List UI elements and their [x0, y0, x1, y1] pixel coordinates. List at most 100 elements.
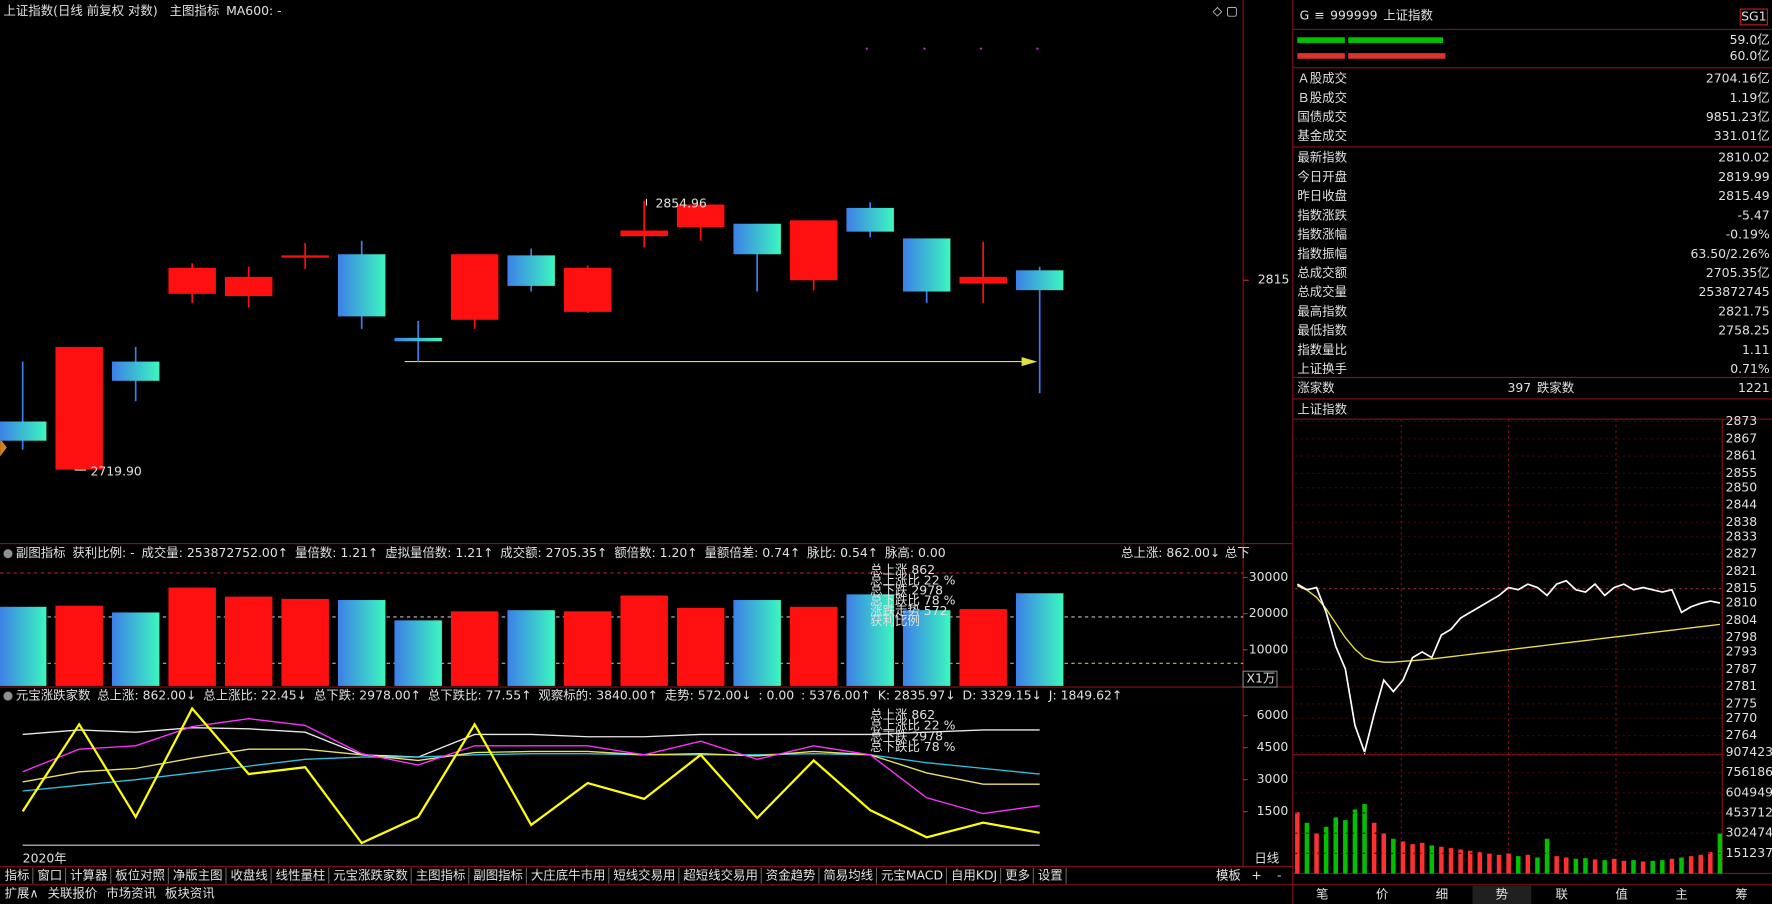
toolbar-tab[interactable]: 元宝MACD: [881, 867, 943, 882]
toolbar-tab[interactable]: 简易均线: [823, 867, 873, 882]
side-tab[interactable]: 势: [1496, 886, 1508, 901]
name: 上证指数: [1383, 7, 1433, 22]
toolbar-tab[interactable]: 超短线交易用: [683, 867, 758, 882]
down-count: 1221: [1738, 380, 1770, 395]
menu[interactable]: ≡: [1314, 7, 1324, 22]
volume-bar: [1612, 858, 1617, 874]
y-tick-label: 2821: [1726, 563, 1758, 578]
header-item: 元宝涨跌家数: [16, 688, 91, 703]
bar-label: 60.0亿: [1730, 48, 1770, 63]
toolbar-tab[interactable]: 窗口: [37, 867, 62, 882]
side-tab[interactable]: 筹: [1735, 886, 1747, 901]
bottom-tab[interactable]: 关联报价: [48, 885, 98, 900]
toolbar-button[interactable]: -: [1277, 867, 1281, 882]
candle-body: [450, 254, 499, 320]
side-tab[interactable]: 主: [1675, 886, 1687, 901]
volume-bar: [789, 606, 838, 686]
volume-bar: [1506, 853, 1511, 874]
toolbar-tab[interactable]: 自用KDJ: [951, 867, 997, 882]
header-item: 量额倍差: 0.74↑: [705, 545, 801, 560]
volume-bar: [1477, 852, 1483, 874]
volume-bar: [1621, 860, 1627, 874]
row-value: 253872745: [1699, 284, 1770, 299]
toolbar-tab[interactable]: 短线交易用: [613, 867, 675, 882]
y-tick-label: 604949: [1726, 784, 1772, 799]
volume-bar: [1352, 809, 1358, 874]
toolbar-tab[interactable]: 收盘线: [230, 867, 267, 882]
toolbar-tab[interactable]: 净版主图: [173, 867, 223, 882]
header-item: 脉高: 0.00: [885, 545, 946, 560]
header-item: 总上涨: 862.00↓: [1121, 545, 1220, 560]
toolbar-tab[interactable]: 副图指标: [473, 867, 523, 882]
badge: SG1: [1741, 8, 1766, 23]
side-tab[interactable]: 笔: [1316, 886, 1328, 901]
row-value: 2821.75: [1718, 303, 1769, 318]
overlay-label: 总上涨比 22 %: [870, 718, 955, 733]
candle-body: [846, 207, 894, 232]
y-tick-label: 2844: [1726, 497, 1758, 512]
toolbar-tab[interactable]: 线性量柱: [276, 867, 326, 882]
header-item: 虚拟量倍数: 1.21↑: [385, 545, 493, 560]
volume-bar: [1487, 853, 1492, 874]
row-label: 今日开盘: [1297, 169, 1347, 184]
toolbar-button[interactable]: +: [1251, 867, 1261, 882]
y-tick-label: 2775: [1726, 695, 1758, 710]
side-tab[interactable]: 联: [1556, 886, 1568, 901]
bottom-tab[interactable]: 板块资讯: [165, 885, 215, 900]
bottom-tab[interactable]: 扩展∧: [5, 885, 39, 900]
toolbar-tab[interactable]: 设置: [1038, 867, 1063, 882]
side-tab[interactable]: 价: [1376, 886, 1389, 901]
candle-body: [789, 220, 838, 281]
y-tick-label: 2810: [1726, 595, 1758, 610]
active-tab-bg: [1472, 885, 1532, 904]
row-value: 1.19亿: [1730, 90, 1770, 105]
bottom-tab[interactable]: 市场资讯: [106, 885, 156, 900]
y-tick-label: 2855: [1726, 465, 1758, 480]
toolbar-tab[interactable]: 指标: [5, 867, 30, 882]
volume-bar: [1362, 804, 1367, 874]
low-label: 2719.90: [90, 463, 141, 478]
toolbar-tab[interactable]: 计算器: [70, 867, 108, 882]
side-tab[interactable]: 值: [1615, 886, 1627, 901]
row-value: 331.01亿: [1714, 128, 1770, 143]
row-label: 指数振幅: [1297, 246, 1347, 261]
row-label: 昨日收盘: [1297, 188, 1347, 203]
candle-body: [337, 254, 386, 317]
toolbar-button[interactable]: 模板: [1216, 867, 1241, 882]
overlay-label: 涨跌走势 572: [870, 603, 947, 618]
row-value: 2704.16亿: [1706, 71, 1770, 86]
volume-bar: [1295, 812, 1300, 874]
indicator-label[interactable]: 主图指标: [170, 3, 220, 18]
row-value: 2705.35亿: [1706, 265, 1770, 280]
toolbar-tab[interactable]: 资金趋势: [766, 867, 816, 882]
volume-bar: [1698, 854, 1703, 874]
toolbar-tab[interactable]: 主图指标: [416, 867, 466, 882]
row-value: 9851.23亿: [1706, 109, 1770, 124]
unit-label: X1万: [1246, 671, 1275, 686]
toolbar-tab[interactable]: 板位对照: [115, 867, 165, 882]
volume-bar: [959, 609, 1007, 686]
y-tick-label: 2793: [1726, 644, 1758, 659]
volume-bar: [1333, 817, 1338, 874]
toolbar-tab[interactable]: 更多: [1005, 867, 1030, 882]
candle-body: [1015, 270, 1064, 291]
volume-bar: [1314, 833, 1319, 874]
toolbar-tab[interactable]: 大庄底牛市用: [531, 867, 606, 882]
header-item: 量倍数: 1.21↑: [295, 545, 378, 560]
year-label: 2020年: [23, 850, 67, 865]
volume-bar: [1458, 849, 1463, 874]
period-label: 日线: [1254, 850, 1279, 865]
volume-bar: [1391, 838, 1396, 874]
volume-bar: [1544, 838, 1550, 874]
row-value: -0.19%: [1726, 227, 1770, 242]
row-value: 2819.99: [1718, 169, 1769, 184]
row-label: 总成交额: [1297, 265, 1347, 280]
side-tab[interactable]: 细: [1436, 886, 1448, 901]
overlay-label: 获利比例: [870, 613, 920, 628]
volume-bar: [1439, 846, 1444, 874]
toolbar-tab[interactable]: 元宝涨跌家数: [333, 867, 408, 882]
y-tick-label: 151237: [1726, 845, 1772, 860]
down-label: 跌家数: [1537, 380, 1575, 395]
